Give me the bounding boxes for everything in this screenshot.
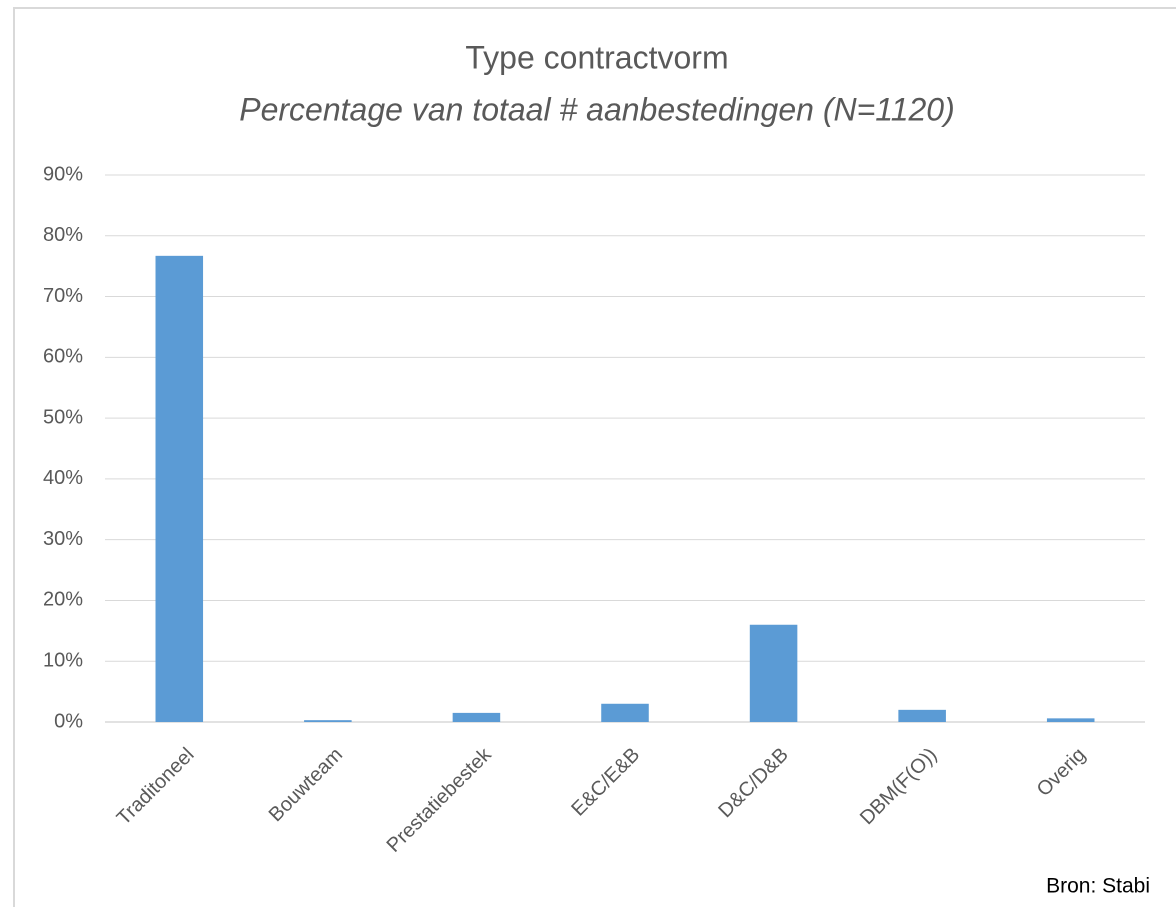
y-tick-label: 40% — [43, 467, 83, 489]
bar — [155, 255, 204, 722]
bar — [601, 703, 649, 722]
bar — [452, 712, 501, 722]
chart-title: Type contractvorm — [465, 39, 728, 75]
y-tick-label: 80% — [43, 224, 83, 246]
y-tick-label: 50% — [43, 406, 83, 428]
bar — [304, 720, 352, 722]
y-tick-label: 70% — [43, 285, 83, 307]
source-note: Bron: Stabi — [1046, 875, 1150, 898]
bar — [898, 709, 946, 722]
bar — [749, 624, 798, 722]
y-tick-label: 10% — [43, 650, 83, 672]
bar — [1046, 718, 1095, 722]
y-tick-label: 90% — [43, 163, 83, 185]
chart-subtitle: Percentage van totaal # aanbestedingen (… — [239, 91, 954, 127]
y-tick-label: 30% — [43, 528, 83, 550]
y-tick-label: 0% — [54, 710, 83, 732]
y-tick-label: 60% — [43, 346, 83, 368]
chart-border — [13, 7, 1176, 912]
y-tick-label: 20% — [43, 589, 83, 611]
